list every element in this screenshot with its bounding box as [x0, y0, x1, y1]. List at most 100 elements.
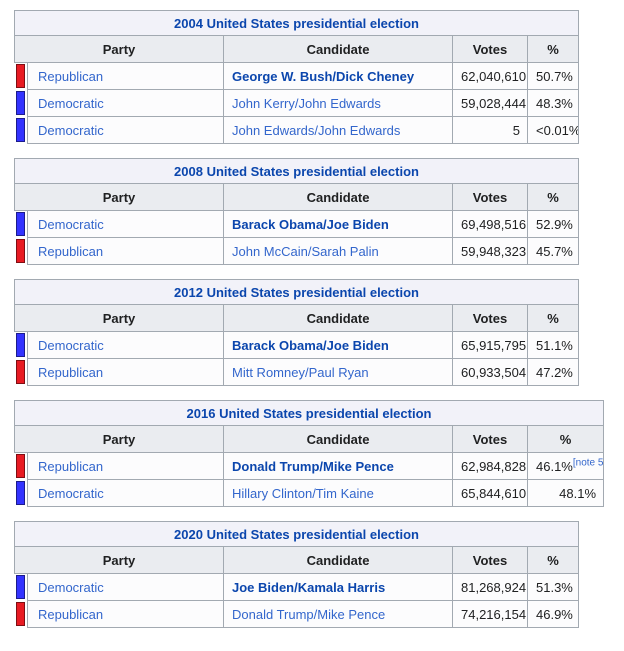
- candidate-cell: Donald Trump/Mike Pence: [223, 600, 453, 628]
- candidate-cell: Joe Biden/Kamala Harris: [223, 573, 453, 601]
- votes-value: 65,844,610: [452, 479, 528, 507]
- percent-value: 52.9%: [526, 210, 580, 238]
- votes-value: 59,948,323: [452, 237, 528, 265]
- party-color-cell: [15, 238, 28, 265]
- column-header-percent: %: [526, 425, 605, 453]
- column-header-votes: Votes: [452, 425, 528, 453]
- candidate-cell: Mitt Romney/Paul Ryan: [223, 358, 453, 386]
- table-header-row: Party Candidate Votes %: [14, 304, 580, 332]
- votes-value: 62,040,610: [452, 62, 528, 90]
- party-cell: Democratic: [27, 89, 224, 117]
- party-color-swatch: [15, 239, 25, 263]
- percent-value: 46.9%: [526, 600, 580, 628]
- party-link[interactable]: Democratic: [38, 95, 104, 111]
- candidate-link[interactable]: Hillary Clinton/Tim Kaine: [232, 485, 374, 501]
- column-header-candidate: Candidate: [223, 425, 453, 453]
- party-link[interactable]: Republican: [38, 606, 104, 622]
- result-row: Democratic John Kerry/John Edwards 59,02…: [15, 89, 580, 117]
- election-title-link[interactable]: 2012 United States presidential election: [174, 284, 419, 300]
- result-row: Republican Mitt Romney/Paul Ryan 60,933,…: [15, 358, 580, 386]
- party-color-cell: [15, 574, 28, 601]
- party-cell: Republican: [27, 358, 224, 386]
- party-color-cell: [15, 453, 28, 480]
- party-color-swatch: [15, 575, 25, 600]
- party-link[interactable]: Republican: [38, 364, 104, 380]
- party-link[interactable]: Democratic: [38, 216, 104, 232]
- percent-value: 47.2%: [526, 358, 580, 386]
- column-header-votes: Votes: [452, 183, 528, 211]
- percent-value: 45.7%: [526, 237, 580, 265]
- party-cell: Democratic: [27, 479, 224, 507]
- column-header-party: Party: [14, 546, 224, 574]
- party-link[interactable]: Democratic: [38, 122, 104, 138]
- column-header-votes: Votes: [452, 35, 528, 63]
- table-header-row: Party Candidate Votes %: [14, 35, 580, 63]
- result-row: Democratic Hillary Clinton/Tim Kaine 65,…: [15, 479, 605, 507]
- party-cell: Republican: [27, 62, 224, 90]
- column-header-percent: %: [526, 183, 580, 211]
- party-color-cell: [15, 601, 28, 628]
- candidate-link[interactable]: Joe Biden/Kamala Harris: [232, 579, 386, 595]
- party-link[interactable]: Republican: [38, 243, 104, 259]
- party-link[interactable]: Republican: [38, 458, 104, 474]
- column-header-votes: Votes: [452, 546, 528, 574]
- candidate-link[interactable]: Barack Obama/Joe Biden: [232, 216, 389, 232]
- candidate-link[interactable]: John McCain/Sarah Palin: [232, 243, 379, 259]
- election-table-2012: 2012 United States presidential election…: [13, 279, 580, 386]
- column-header-votes: Votes: [452, 304, 528, 332]
- candidate-link[interactable]: Donald Trump/Mike Pence: [232, 458, 394, 474]
- party-link[interactable]: Democratic: [38, 337, 104, 353]
- votes-value: 62,984,828: [452, 452, 528, 480]
- percent-value: 50.7%: [526, 62, 580, 90]
- candidate-link[interactable]: John Edwards/John Edwards: [232, 122, 401, 138]
- table-title-row: 2004 United States presidential election: [13, 10, 580, 36]
- percent-text: 46.1%: [536, 458, 573, 474]
- result-row: Republican Donald Trump/Mike Pence 62,98…: [15, 452, 605, 480]
- party-link[interactable]: Democratic: [38, 485, 104, 501]
- column-header-candidate: Candidate: [223, 546, 453, 574]
- election-title-link[interactable]: 2016 United States presidential election: [186, 405, 432, 421]
- candidate-link[interactable]: Barack Obama/Joe Biden: [232, 337, 389, 353]
- election-table-2004: 2004 United States presidential election…: [13, 10, 580, 144]
- column-header-candidate: Candidate: [223, 183, 453, 211]
- candidate-link[interactable]: Donald Trump/Mike Pence: [232, 606, 386, 622]
- percent-value: 48.3%: [526, 89, 580, 117]
- election-title-link[interactable]: 2008 United States presidential election: [174, 163, 419, 179]
- table-header-row: Party Candidate Votes %: [14, 183, 580, 211]
- election-title-link[interactable]: 2004 United States presidential election: [174, 15, 419, 31]
- party-color-swatch: [15, 360, 25, 384]
- candidate-link[interactable]: George W. Bush/Dick Cheney: [232, 68, 415, 84]
- article-results-section: 2004 United States presidential election…: [13, 10, 605, 628]
- table-title: 2012 United States presidential election: [13, 279, 580, 305]
- candidate-cell: John Edwards/John Edwards: [223, 116, 453, 144]
- table-title: 2020 United States presidential election: [13, 521, 580, 547]
- party-color-swatch: [15, 91, 25, 115]
- candidate-link[interactable]: John Kerry/John Edwards: [232, 95, 381, 111]
- candidate-cell: Barack Obama/Joe Biden: [223, 210, 453, 238]
- percent-value: 51.1%: [526, 331, 580, 359]
- election-table-2008: 2008 United States presidential election…: [13, 158, 580, 265]
- result-row: Democratic Joe Biden/Kamala Harris 81,26…: [15, 573, 580, 601]
- column-header-party: Party: [14, 183, 224, 211]
- party-color-cell: [15, 90, 28, 117]
- candidate-cell: John Kerry/John Edwards: [223, 89, 453, 117]
- note-5-link[interactable]: [note 5]: [572, 457, 604, 469]
- table-title-row: 2012 United States presidential election: [13, 279, 580, 305]
- column-header-party: Party: [14, 425, 224, 453]
- party-color-cell: [15, 211, 28, 238]
- column-header-percent: %: [526, 35, 580, 63]
- party-color-swatch: [15, 64, 25, 89]
- election-table-2016: 2016 United States presidential election…: [13, 400, 605, 507]
- party-cell: Democratic: [27, 573, 224, 601]
- column-header-candidate: Candidate: [223, 35, 453, 63]
- party-link[interactable]: Republican: [38, 68, 104, 84]
- party-link[interactable]: Democratic: [38, 579, 104, 595]
- percent-value: 51.3%: [526, 573, 580, 601]
- party-cell: Democratic: [27, 331, 224, 359]
- party-color-swatch: [15, 212, 25, 237]
- election-title-link[interactable]: 2020 United States presidential election: [174, 526, 419, 542]
- result-row: Republican John McCain/Sarah Palin 59,94…: [15, 237, 580, 265]
- votes-value: 65,915,795: [452, 331, 528, 359]
- candidate-link[interactable]: Mitt Romney/Paul Ryan: [232, 364, 369, 380]
- votes-value: 74,216,154: [452, 600, 528, 628]
